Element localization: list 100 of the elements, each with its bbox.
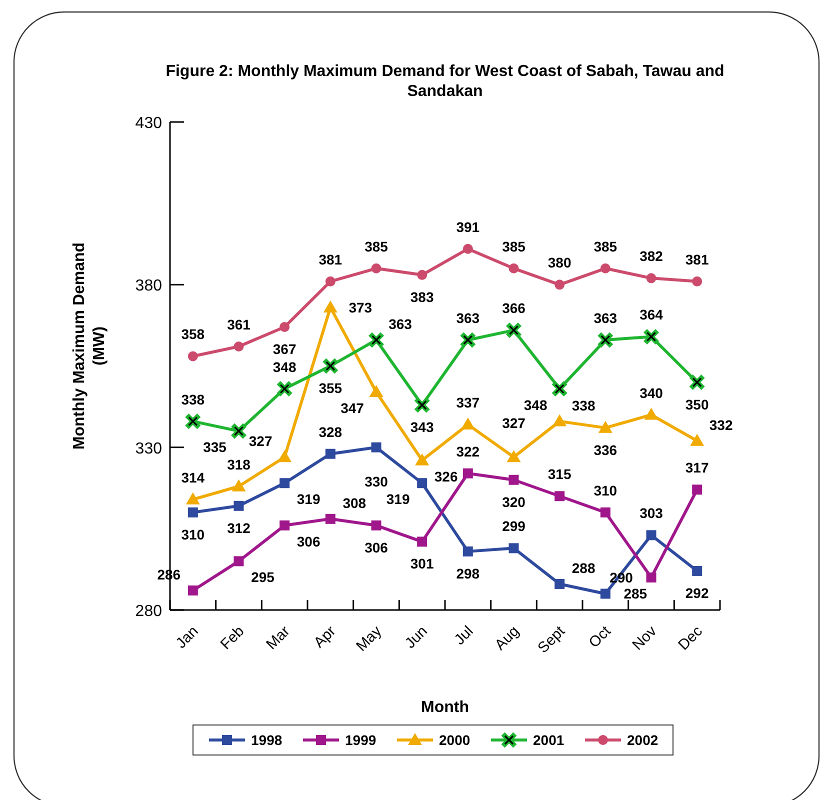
x-tick-label: Jun	[402, 622, 431, 652]
point	[276, 380, 294, 398]
point	[186, 492, 200, 504]
data-label: 308	[342, 494, 366, 511]
point	[323, 300, 338, 312]
point	[417, 478, 428, 488]
data-label: 317	[685, 460, 709, 476]
data-label: 363	[456, 310, 480, 326]
data-label: 381	[685, 251, 709, 268]
data-label: 381	[318, 251, 342, 268]
x-tick-label: Apr	[310, 622, 340, 652]
point	[280, 478, 290, 488]
data-label: 315	[548, 466, 572, 482]
data-label: 366	[502, 300, 526, 316]
x-tick-label: Feb	[217, 622, 248, 654]
x-tick-label: Mar	[263, 622, 294, 654]
point	[692, 484, 702, 495]
data-label: 373	[348, 299, 372, 316]
data-label: 367	[272, 340, 296, 357]
point	[188, 585, 198, 596]
data-label: 288	[572, 560, 596, 576]
data-label: 310	[594, 482, 618, 498]
point	[551, 380, 568, 398]
point	[646, 530, 656, 540]
y-tick-label: 380	[135, 278, 162, 295]
chart-title: Figure 2: Monthly Maximum Demand for West Coast of Sabah, Tawau and Sandakan	[166, 63, 724, 100]
legend-label: 2001	[533, 732, 564, 748]
point	[184, 412, 202, 430]
point	[688, 374, 706, 391]
point	[234, 341, 244, 352]
point	[692, 566, 702, 576]
data-label: 327	[502, 415, 526, 432]
x-tick-label: Jan	[172, 622, 202, 652]
point	[600, 507, 610, 518]
point	[690, 434, 704, 446]
data-label: 314	[181, 469, 205, 486]
legend-label: 1999	[345, 732, 376, 748]
x-tick-label: Nov	[629, 622, 660, 654]
data-label: 338	[181, 391, 205, 408]
point	[462, 546, 473, 556]
data-label: 363	[594, 310, 618, 326]
point	[371, 442, 382, 452]
point	[600, 263, 610, 274]
data-label: 350	[685, 396, 709, 412]
point	[417, 536, 428, 547]
x-tick-label: Aug	[492, 622, 523, 654]
point	[508, 474, 519, 485]
point	[506, 450, 521, 462]
point	[692, 276, 702, 286]
data-label: 336	[594, 442, 618, 458]
point	[371, 520, 382, 530]
x-tick-label: Jul	[451, 622, 477, 648]
data-label: 292	[685, 584, 709, 601]
point	[508, 263, 519, 274]
point	[414, 396, 431, 414]
point	[280, 520, 290, 530]
data-label: 391	[456, 218, 480, 235]
y-tick-label: 430	[135, 115, 162, 132]
data-label: 306	[364, 539, 388, 556]
data-label: 337	[456, 394, 480, 411]
point	[322, 358, 339, 374]
data-label: 330	[364, 473, 388, 490]
data-label: 285	[624, 586, 648, 602]
data-label: 320	[502, 494, 526, 510]
point	[280, 322, 290, 332]
point	[415, 453, 430, 466]
data-label: 361	[227, 316, 251, 332]
point	[552, 414, 567, 426]
data-label: 318	[227, 456, 251, 472]
data-label: 306	[296, 533, 320, 550]
point	[598, 420, 612, 433]
data-label: 363	[388, 316, 412, 332]
data-label: 312	[227, 520, 251, 536]
data-label: 298	[456, 565, 480, 582]
y-tick-label: 330	[135, 440, 162, 458]
x-tick-label: Oct	[586, 622, 615, 652]
legend-label: 2002	[627, 732, 658, 748]
point	[230, 422, 248, 440]
data-label: 348	[272, 358, 296, 375]
point	[642, 328, 660, 346]
data-label: 310	[181, 526, 205, 542]
legend-label: 2000	[439, 732, 470, 748]
data-label: 380	[548, 254, 572, 271]
point	[368, 331, 385, 348]
point	[234, 500, 244, 511]
point	[600, 588, 610, 599]
point	[278, 450, 292, 462]
data-label: 299	[502, 518, 526, 534]
data-label: 382	[640, 248, 664, 264]
point	[644, 408, 658, 420]
data-label: 340	[640, 384, 664, 401]
data-label: 335	[203, 439, 227, 456]
point	[325, 448, 336, 459]
data-label: 319	[386, 491, 410, 508]
point	[554, 280, 565, 290]
data-label: 358	[181, 326, 205, 342]
data-label: 303	[640, 505, 664, 522]
point	[462, 244, 473, 254]
point	[460, 418, 475, 430]
point	[232, 479, 246, 492]
